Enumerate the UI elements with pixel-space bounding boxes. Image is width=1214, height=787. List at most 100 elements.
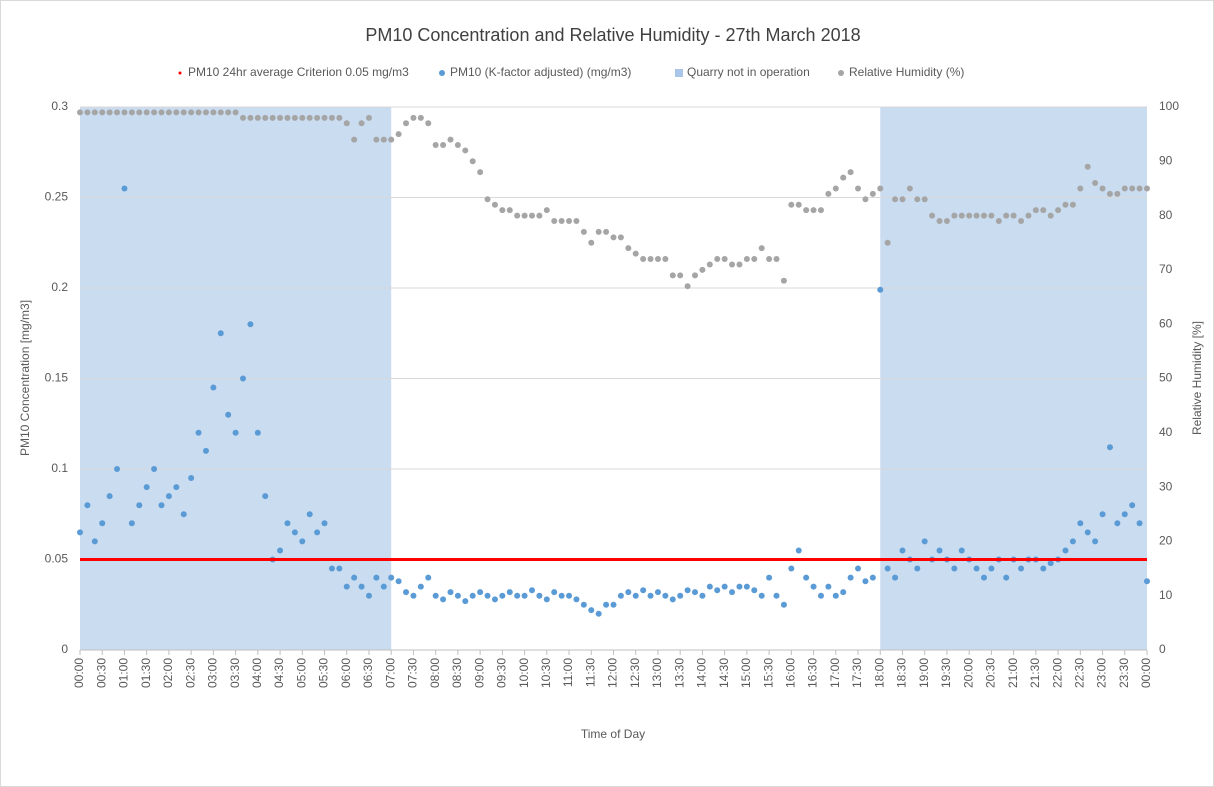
data-point — [410, 114, 417, 121]
data-point — [454, 142, 461, 149]
data-point — [521, 592, 528, 599]
data-point — [240, 375, 247, 382]
data-point — [1136, 520, 1143, 527]
data-point — [1018, 218, 1025, 225]
data-point — [299, 114, 306, 121]
data-point — [951, 212, 958, 219]
data-point — [328, 565, 335, 572]
data-point — [795, 201, 802, 208]
x-tick-label: 23:00 — [1095, 658, 1109, 688]
data-point — [291, 529, 298, 536]
data-point — [558, 592, 565, 599]
data-point — [566, 592, 573, 599]
data-point — [225, 109, 232, 116]
data-point — [825, 583, 832, 590]
x-tick-label: 19:00 — [917, 658, 931, 688]
y2-tick-label: 30 — [1159, 479, 1173, 493]
data-point — [892, 196, 899, 203]
data-point — [988, 565, 995, 572]
data-point — [958, 212, 965, 219]
x-tick-label: 09:00 — [472, 658, 486, 688]
data-point — [654, 256, 661, 263]
data-point — [77, 529, 83, 536]
data-point — [521, 212, 528, 219]
data-point — [603, 601, 610, 608]
data-point — [662, 592, 669, 599]
data-point — [514, 592, 521, 599]
data-point — [1099, 185, 1106, 192]
data-point — [84, 109, 91, 116]
x-tick-label: 23:30 — [1117, 658, 1131, 688]
data-point — [328, 114, 335, 121]
data-point — [358, 120, 365, 127]
data-point — [284, 114, 291, 121]
data-point — [736, 583, 743, 590]
data-point — [773, 256, 780, 263]
x-tick-label: 01:00 — [117, 658, 131, 688]
data-point — [291, 114, 298, 121]
legend-marker — [675, 69, 683, 77]
data-point — [114, 109, 121, 116]
data-point — [877, 185, 884, 192]
data-point — [595, 228, 602, 235]
data-point — [677, 592, 684, 599]
data-point — [980, 212, 987, 219]
data-point — [699, 266, 706, 273]
data-point — [921, 538, 928, 545]
data-point — [832, 185, 839, 192]
data-point — [862, 196, 869, 203]
data-point — [758, 245, 765, 252]
data-point — [862, 578, 869, 585]
data-point — [632, 592, 639, 599]
y2-tick-label: 90 — [1159, 153, 1173, 167]
data-point — [766, 256, 773, 263]
x-tick-label: 17:00 — [828, 658, 842, 688]
data-point — [1055, 207, 1062, 214]
data-point — [351, 574, 358, 581]
data-point — [136, 502, 143, 509]
data-point — [173, 109, 180, 116]
data-point — [277, 547, 284, 554]
data-point — [188, 475, 195, 482]
data-point — [432, 592, 439, 599]
data-point — [692, 589, 699, 596]
data-point — [240, 114, 247, 121]
data-point — [1121, 511, 1128, 518]
data-point — [365, 592, 372, 599]
data-point — [751, 587, 758, 594]
data-point — [1099, 511, 1106, 518]
data-point — [1129, 502, 1136, 509]
x-tick-label: 21:30 — [1028, 658, 1042, 688]
data-point — [306, 511, 313, 518]
data-point — [1032, 207, 1039, 214]
data-point — [114, 466, 121, 472]
legend-label: PM10 24hr average Criterion 0.05 mg/m3 — [188, 65, 409, 79]
data-point — [506, 589, 513, 596]
data-point — [380, 583, 387, 590]
x-tick-label: 12:30 — [628, 658, 642, 688]
data-point — [803, 207, 810, 214]
data-point — [588, 239, 595, 246]
x-tick-label: 07:30 — [406, 658, 420, 688]
data-point — [1114, 520, 1121, 527]
data-point — [1010, 212, 1017, 219]
y2-tick-label: 100 — [1159, 99, 1179, 113]
chart-title: PM10 Concentration and Relative Humidity… — [365, 25, 860, 45]
data-point — [469, 158, 476, 165]
data-point — [136, 109, 143, 116]
data-point — [795, 547, 802, 554]
data-point — [877, 286, 884, 293]
data-point — [499, 207, 506, 214]
data-point — [195, 109, 202, 116]
data-point — [247, 114, 254, 121]
data-point — [973, 565, 980, 572]
data-point — [832, 592, 839, 599]
data-point — [573, 218, 580, 225]
data-point — [625, 589, 632, 596]
data-point — [721, 583, 728, 590]
x-tick-label: 03:00 — [206, 658, 220, 688]
y2-tick-label: 70 — [1159, 262, 1173, 276]
data-point — [684, 587, 691, 594]
data-point — [336, 114, 343, 121]
data-point — [803, 574, 810, 581]
